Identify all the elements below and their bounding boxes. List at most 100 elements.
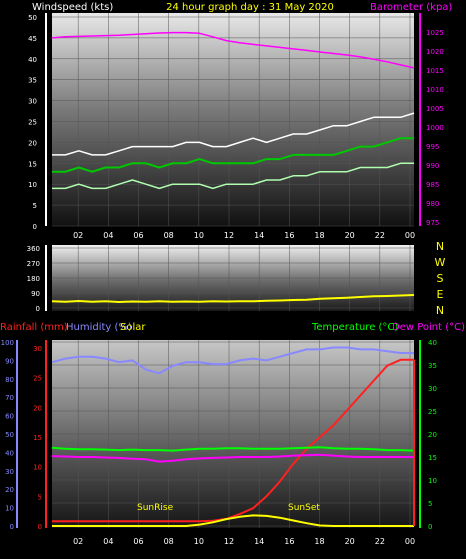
wind-panel-bg <box>52 13 414 226</box>
humidity-tick-label: 40 <box>5 449 14 457</box>
direction-tick-label: 180 <box>27 275 40 283</box>
x-tick-label: 08 <box>164 231 174 240</box>
x-tick-label: 14 <box>254 231 264 240</box>
temperature-tick-label: 0 <box>428 523 432 531</box>
temperature-line <box>51 446 415 452</box>
x-tick-label: 04 <box>103 231 113 240</box>
rain-line <box>52 358 414 523</box>
x-tick-label: 00 <box>405 231 415 240</box>
humidity-tick-label: 30 <box>5 468 14 476</box>
humidity-tick-label: 20 <box>5 486 14 494</box>
rainfall-tick-label: 5 <box>38 493 42 501</box>
barometer-tick-label: 1020 <box>426 48 444 56</box>
wind_avg-line <box>52 137 414 173</box>
temperature-tick-label: 25 <box>428 408 437 416</box>
barometer-tick-label: 975 <box>426 219 439 227</box>
sunrise-label: SunRise <box>137 503 174 513</box>
barometer-tick-label: 1000 <box>426 124 444 132</box>
temperature-tick-label: 35 <box>428 362 437 370</box>
wind-panel-axes: 0510152025303540455097598098599099510001… <box>28 13 444 240</box>
x-tick-label: 18 <box>314 537 324 546</box>
humidity-tick-label: 60 <box>5 413 14 421</box>
dewpoint-line <box>51 453 414 463</box>
sunset-label: SunSet <box>288 503 320 513</box>
barometer-tick-label: 1015 <box>426 67 444 75</box>
rainfall-tick-label: 25 <box>33 375 42 383</box>
wind-axis-title: Windspeed (kts) <box>32 2 113 13</box>
x-tick-label: 18 <box>314 231 324 240</box>
barometer-tick-label: 995 <box>426 143 439 151</box>
barometer-tick-label: 990 <box>426 162 439 170</box>
wind-tick-label: 45 <box>28 35 37 43</box>
temperature-axis-title: Temperature (°C) <box>311 322 398 333</box>
humidity-line <box>51 346 414 375</box>
x-tick-label: 12 <box>224 537 234 546</box>
temperature-tick-label: 10 <box>428 477 437 485</box>
barometer-tick-label: 985 <box>426 181 439 189</box>
humidity-tick-label: 100 <box>1 339 14 347</box>
rainfall-tick-label: 15 <box>33 434 42 442</box>
wind_gust-line <box>52 112 415 156</box>
x-tick-label: 22 <box>375 231 385 240</box>
x-tick-label: 04 <box>103 537 113 546</box>
humidity-axis-title: Humidity (%) <box>66 322 132 333</box>
direction-panel-grid <box>52 245 414 311</box>
direction-letter: W <box>435 256 446 269</box>
solar-axis-title: Solar <box>120 322 146 333</box>
rainfall-tick-label: 10 <box>33 464 42 472</box>
wind-tick-label: 15 <box>28 160 37 168</box>
wind-tick-label: 35 <box>28 77 37 85</box>
rain-panel-axes: 0510152025303540010203040506070809010005… <box>1 339 437 546</box>
wind-tick-label: 30 <box>28 98 37 106</box>
humidity-tick-label: 90 <box>5 357 14 365</box>
x-tick-label: 20 <box>345 231 355 240</box>
x-tick-label: 02 <box>73 537 83 546</box>
wind-tick-label: 0 <box>33 223 37 231</box>
rainfall-axis-title: Rainfall (mm) <box>0 322 68 333</box>
x-tick-label: 16 <box>284 537 294 546</box>
humidity-tick-label: 50 <box>5 431 14 439</box>
x-tick-label: 10 <box>194 231 204 240</box>
x-tick-label: 06 <box>133 537 143 546</box>
direction-tick-label: 270 <box>27 260 40 268</box>
x-tick-label: 20 <box>345 537 355 546</box>
wind_low-line <box>52 162 414 190</box>
direction-tick-label: 0 <box>36 305 40 313</box>
x-tick-label: 16 <box>284 231 294 240</box>
direction-letter: N <box>436 304 444 317</box>
direction-tick-label: 90 <box>31 290 40 298</box>
barometer-tick-label: 1010 <box>426 86 444 94</box>
temperature-tick-label: 15 <box>428 454 437 462</box>
humidity-tick-label: 80 <box>5 376 14 384</box>
wind-direction-line <box>51 294 415 303</box>
x-tick-label: 14 <box>254 537 264 546</box>
x-tick-label: 00 <box>405 537 415 546</box>
wind-panel-series <box>51 31 415 190</box>
dewpoint-axis-title: Dew Point (°C) <box>392 322 465 333</box>
humidity-tick-label: 10 <box>5 505 14 513</box>
temperature-tick-label: 30 <box>428 385 437 393</box>
barometer-axis-title: Barometer (kpa) <box>370 2 452 13</box>
x-tick-label: 10 <box>194 537 204 546</box>
direction-panel-series <box>51 294 415 303</box>
direction-panel-axes: 0 90 180 270 360 <box>27 245 47 313</box>
x-tick-label: 12 <box>224 231 234 240</box>
rainfall-tick-label: 30 <box>33 345 42 353</box>
x-tick-label: 06 <box>133 231 143 240</box>
barometer-line <box>51 31 415 69</box>
rain-panel-series <box>51 346 415 527</box>
x-tick-label: 08 <box>164 537 174 546</box>
solar-line <box>52 514 414 527</box>
wind-panel-grid <box>52 13 414 227</box>
humidity-tick-label: 0 <box>10 523 14 531</box>
humidity-tick-label: 70 <box>5 394 14 402</box>
wind-tick-label: 25 <box>28 119 37 127</box>
rain-panel-grid <box>52 340 414 528</box>
wind-tick-label: 50 <box>28 14 37 22</box>
direction-letter: S <box>437 272 444 285</box>
wind-tick-label: 20 <box>28 139 37 147</box>
direction-tick-label: 360 <box>27 245 40 253</box>
